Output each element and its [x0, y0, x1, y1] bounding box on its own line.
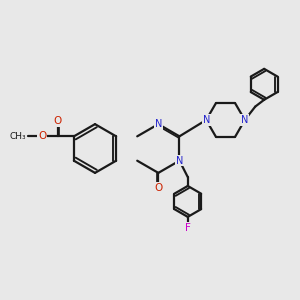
Text: CH₃: CH₃: [10, 132, 26, 141]
Text: N: N: [202, 115, 210, 125]
Text: N: N: [176, 156, 183, 166]
Text: O: O: [53, 116, 62, 127]
Text: O: O: [154, 183, 163, 193]
Text: O: O: [38, 131, 46, 141]
Text: N: N: [241, 115, 248, 125]
Text: F: F: [185, 223, 191, 233]
Text: N: N: [154, 119, 162, 129]
